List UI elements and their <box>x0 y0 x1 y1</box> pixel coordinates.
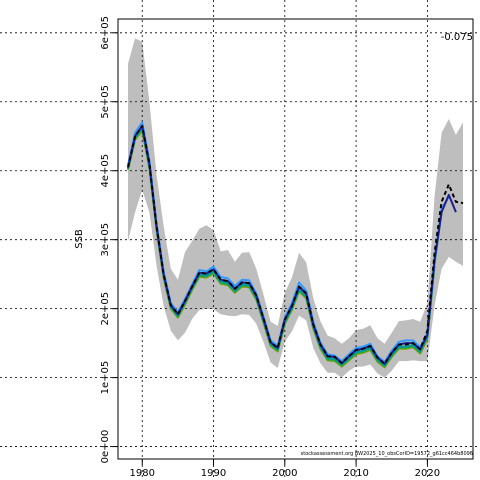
y-tick-label: 1e+05 <box>100 361 111 395</box>
y-tick-label: 6e+05 <box>100 16 111 50</box>
confidence-band <box>128 38 463 378</box>
y-axis-label: SSB <box>74 229 85 249</box>
axis-layer: 1980 1990 2000 2010 2020 0e+00 1e+05 2e+05 3e+05… <box>100 16 440 479</box>
x-tick-label: 2000 <box>272 468 297 479</box>
series-line <box>127 121 450 363</box>
x-tick-label: 2020 <box>415 468 440 479</box>
confidence-band-layer <box>128 38 463 378</box>
y-tick-label: 5e+05 <box>100 85 111 119</box>
x-tick-label: 1980 <box>130 468 155 479</box>
y-tick-label: 3e+05 <box>100 223 111 257</box>
y-tick-label: 0e+00 <box>100 430 111 464</box>
x-tick-label: 2010 <box>343 468 368 479</box>
series-layer <box>127 121 464 369</box>
y-tick-label: 2e+05 <box>100 292 111 326</box>
plot-frame <box>117 18 474 460</box>
series-line <box>127 124 464 365</box>
y-tick-label: 4e+05 <box>100 154 111 188</box>
x-tick-label: 1990 <box>201 468 226 479</box>
footer-label: stockassessment.org BW2025_10_obsCorID=1… <box>301 451 473 457</box>
annotation-label: -0.075 <box>441 32 473 43</box>
